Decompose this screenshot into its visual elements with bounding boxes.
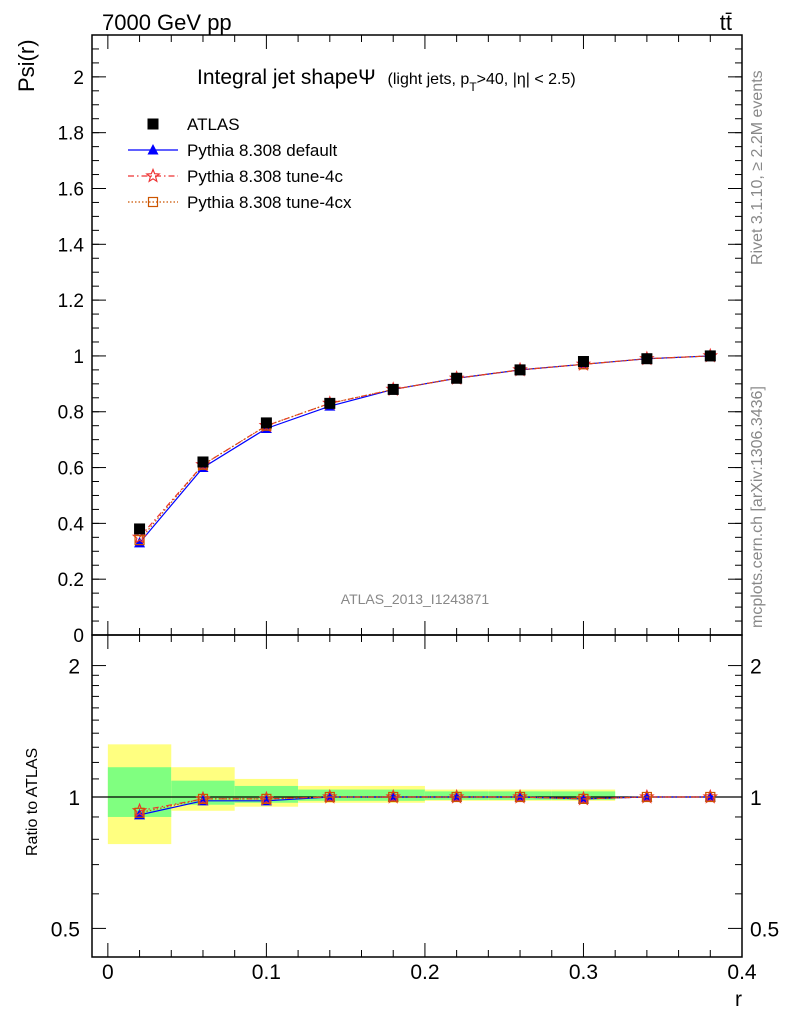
top-y-tick-label: 0	[73, 626, 84, 647]
series-0-point	[134, 523, 146, 535]
legend-label: Pythia 8.308 tune-4cx	[187, 193, 352, 212]
chart-title-suffix-a: (light jets, p	[388, 71, 470, 88]
legend-label: ATLAS	[187, 115, 240, 134]
header-right: tt̄	[720, 10, 732, 35]
top-y-tick-label: 0.8	[58, 403, 84, 424]
ratio-2-point	[261, 793, 272, 804]
top-x-ticks	[107, 35, 743, 635]
bottom-y-tick-label: 0.5	[51, 918, 80, 941]
series-0-point	[514, 364, 526, 376]
series-0-point	[451, 372, 463, 384]
bottom-x-axis: 0 0.1 0.2 0.3 0.4	[102, 635, 757, 984]
watermark: ATLAS_2013_I1243871	[341, 591, 490, 607]
bottom-x-tick-label: 0.4	[727, 961, 757, 984]
bottom-y-tick-label: 1	[68, 787, 80, 810]
top-series-group	[131, 347, 719, 548]
series-0-point	[704, 350, 716, 362]
ratio-2-point	[324, 791, 335, 803]
bottom-y-tick-label-right: 2	[750, 656, 762, 679]
bottom-y-axis: 0.5 0.5 1 1 2 2	[51, 656, 779, 942]
ratio-2-point	[197, 793, 209, 804]
top-y-tick-label: 1.4	[58, 235, 85, 256]
chart-title-suffix-b: >40, |η| < 2.5)	[477, 71, 576, 88]
top-y-axis: 0 0.2 0.4 0.6 0.8 1 1.2 1.4 1.6 1.8 2	[58, 48, 742, 647]
legend-label: Pythia 8.308 default	[187, 141, 338, 160]
legend-marker	[147, 196, 159, 208]
series-3-point	[134, 535, 145, 546]
ratio-2-point	[578, 793, 589, 804]
bottom-x-tick-label: 0.2	[410, 961, 439, 984]
bottom-y-tick-label-right: 0.5	[750, 918, 779, 941]
series-0-point	[641, 353, 653, 365]
top-y-tick-label: 0.4	[58, 514, 85, 535]
x-axis-label: r	[735, 988, 742, 1011]
top-y-tick-label: 0.2	[58, 570, 84, 591]
top-y-tick-label: 1.2	[58, 291, 84, 312]
bottom-y-axis-label: Ratio to ATLAS	[24, 748, 41, 856]
header-left: 7000 GeV pp	[102, 10, 232, 35]
series-0-point	[260, 417, 272, 429]
top-y-tick-label: 1	[73, 347, 84, 368]
series-line-2	[139, 355, 711, 538]
bottom-x-tick-label: 0.1	[252, 961, 281, 984]
bottom-panel: 0.5 0.51 12 2 0 0.1 0.2 0.3 0.4 Ratio to ATLAS …	[24, 634, 779, 1011]
series-line-3	[139, 355, 711, 541]
ratio-0-point	[197, 794, 209, 806]
chart-title-main: Integral jet shapeΨ	[197, 66, 376, 89]
chart-title-suffix-sub: T	[469, 80, 477, 94]
series-0-point	[197, 456, 209, 468]
legend-label: Pythia 8.308 tune-4c	[187, 167, 343, 186]
mcplots-label: mcplots.cern.ch [arXiv:1306.3436]	[749, 386, 766, 628]
bottom-y-tick-label: 2	[68, 656, 80, 679]
chart-title: Integral jet shapeΨ (light jets, pT>40, …	[197, 66, 576, 94]
ratio-2-point	[134, 807, 145, 818]
top-y-tick-label: 1.8	[58, 124, 84, 145]
ratio-2-point	[705, 791, 716, 803]
bottom-series-group	[131, 788, 719, 820]
bottom-y-tick-label-right: 1	[750, 787, 762, 810]
ratio-2-point	[641, 791, 652, 803]
legend-marker	[145, 167, 161, 183]
series-0-point	[324, 397, 336, 409]
ratio-0-point	[260, 794, 272, 806]
top-y-tick-label: 2	[73, 68, 84, 89]
bottom-x-tick-label: 0	[102, 961, 114, 984]
legend-marker	[147, 144, 159, 155]
rivet-version-label: Rivet 3.1.10, ≥ 2.2M events	[749, 70, 766, 265]
legend: ATLAS Pythia 8.308 default Pythia 8.308 tu…	[128, 115, 352, 212]
bottom-x-tick-label: 0.3	[569, 961, 598, 984]
ratio-line-2	[139, 796, 711, 814]
ratio-2-point	[451, 791, 462, 803]
legend-marker	[147, 118, 159, 130]
top-panel: ATLAS_2013_I1243871 0 0.2 0.4 0.6 0.8 1 1.2 1.4…	[14, 34, 743, 647]
bottom-frame	[91, 634, 743, 958]
series-0-point	[387, 383, 399, 395]
top-y-tick-label: 0.6	[58, 459, 84, 480]
top-y-axis-label: Psi(r)	[14, 39, 39, 92]
top-y-tick-label: 1.6	[58, 179, 84, 200]
series-0-point	[577, 356, 589, 368]
ratio-2-point	[514, 791, 526, 803]
ratio-2-point	[388, 791, 399, 803]
